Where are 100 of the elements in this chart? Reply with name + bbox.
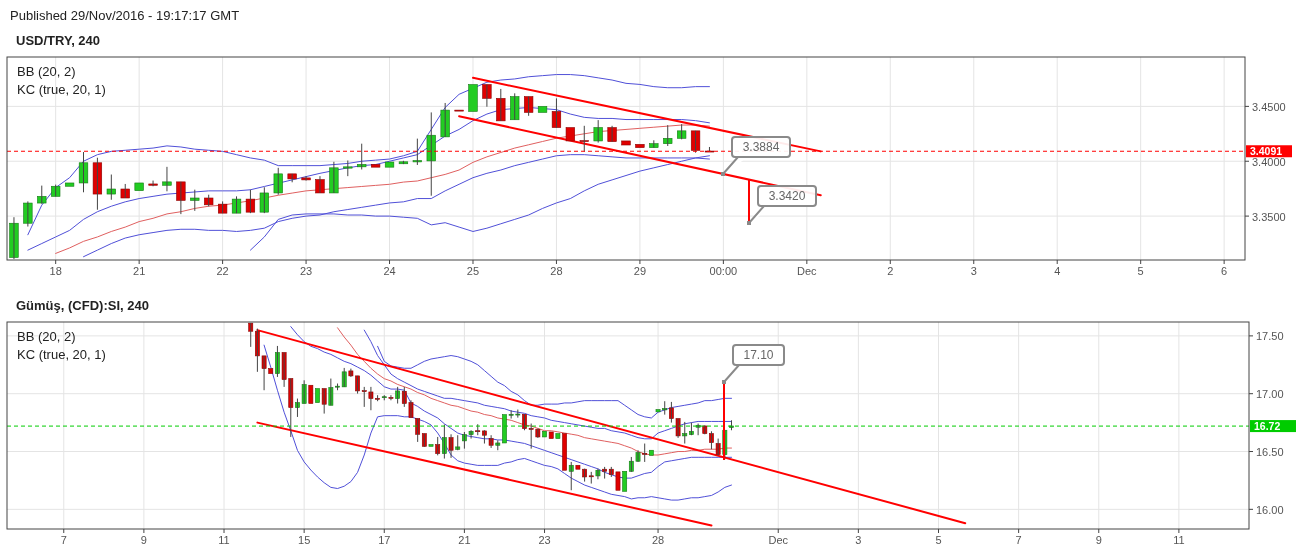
- candlestick: [148, 180, 158, 187]
- x-tick-label: 28: [651, 534, 665, 546]
- candlestick: [565, 127, 575, 142]
- candlestick: [381, 394, 387, 401]
- candlestick: [23, 200, 33, 228]
- line-series: [337, 327, 732, 456]
- candlestick: [568, 461, 574, 491]
- candlestick: [454, 109, 464, 112]
- line-series: [83, 154, 710, 258]
- candlestick: [649, 449, 654, 456]
- candlestick: [663, 124, 673, 147]
- ref-line-label: 16.72: [1254, 420, 1281, 433]
- x-tick-label: 23: [538, 534, 551, 546]
- x-tick-label: 21: [133, 265, 146, 277]
- line-series: [290, 326, 732, 479]
- candlestick: [621, 140, 631, 146]
- chart-subtitle: Published 29/Nov/2016 - 19:17:17 GMT: [10, 8, 240, 23]
- x-tick-label: 9: [1095, 534, 1102, 546]
- candlestick: [496, 88, 506, 122]
- annotation: 3.3884: [742, 140, 780, 154]
- candlestick: [682, 421, 688, 445]
- candlestick: [37, 185, 47, 205]
- candlestick: [562, 433, 567, 471]
- line-series: [55, 124, 710, 254]
- x-tick-label: 7: [60, 534, 67, 546]
- candlestick: [602, 466, 607, 480]
- candlestick: [482, 429, 487, 445]
- annotation: BB (20, 2): [17, 64, 76, 79]
- candlestick: [120, 183, 130, 199]
- candlestick: [398, 160, 409, 165]
- candlestick: [468, 84, 478, 112]
- candlestick: [308, 384, 314, 404]
- x-tick-label: 5: [935, 534, 942, 546]
- candlestick: [204, 194, 214, 207]
- candlestick: [92, 157, 103, 211]
- candlestick: [428, 444, 434, 447]
- candlestick: [395, 386, 400, 405]
- y-tick-label: 17.50: [1256, 330, 1284, 343]
- x-tick-label: 23: [299, 265, 313, 277]
- candlestick: [371, 164, 381, 168]
- candlestick: [421, 433, 427, 448]
- candlestick: [218, 200, 228, 214]
- candlestick: [510, 92, 520, 121]
- x-tick-label: 29: [633, 265, 647, 277]
- x-tick-label: 21: [458, 534, 471, 546]
- candlestick: [162, 166, 172, 192]
- candlestick: [426, 111, 436, 197]
- x-tick-label: 11: [218, 534, 230, 546]
- candlestick: [440, 102, 450, 138]
- line-series: [263, 344, 732, 501]
- candlestick: [593, 119, 603, 144]
- y-tick-label: 3.3500: [1252, 210, 1286, 223]
- x-tick-label: 15: [298, 534, 311, 546]
- candlestick: [482, 84, 492, 108]
- candlestick: [488, 434, 494, 449]
- candlestick: [388, 394, 394, 401]
- candlestick: [321, 388, 327, 415]
- candlestick: [315, 388, 320, 403]
- candlestick: [412, 138, 422, 166]
- candlestick: [384, 161, 395, 168]
- candlestick: [315, 175, 325, 194]
- candlestick: [134, 182, 144, 191]
- candlestick: [622, 470, 628, 492]
- candlestick: [231, 195, 242, 214]
- candlestick: [635, 144, 645, 148]
- candlestick: [357, 143, 367, 170]
- candlestick: [551, 97, 562, 129]
- x-tick-label: 7: [1015, 534, 1022, 546]
- x-tick-label: 25: [466, 265, 480, 277]
- x-tick-label: 3: [855, 534, 862, 546]
- x-tick-label: 3: [970, 265, 977, 277]
- x-tick-label: 22: [216, 265, 229, 277]
- candlestick: [548, 431, 554, 439]
- y-tick-label: 16.50: [1256, 446, 1284, 459]
- candlestick: [259, 186, 269, 214]
- candlestick: [588, 471, 594, 485]
- line-series: [363, 329, 732, 440]
- x-tick-label: 24: [383, 265, 396, 277]
- candlestick: [301, 175, 311, 182]
- candlestick: [690, 130, 701, 154]
- x-tick-label: 28: [550, 265, 563, 277]
- ref-line-label: 3.4091: [1250, 145, 1283, 158]
- candlestick: [329, 161, 339, 194]
- candlestick: [190, 189, 200, 212]
- x-tick-label: 17: [378, 534, 391, 546]
- x-tick-label: 4: [1054, 265, 1061, 277]
- candlestick: [524, 96, 534, 117]
- x-tick-label: 11: [1173, 534, 1185, 546]
- x-tick-label: Dec: [768, 534, 789, 546]
- annotation: KC (true, 20, 1): [17, 82, 106, 97]
- x-tick-label: 2: [887, 265, 894, 277]
- candlestick: [273, 167, 283, 196]
- candlestick: [455, 434, 461, 451]
- candlestick: [51, 184, 61, 197]
- y-tick-label: 3.4000: [1252, 155, 1286, 168]
- candlestick: [579, 125, 589, 153]
- candlestick: [677, 123, 687, 140]
- x-tick-label: 6: [1221, 265, 1228, 277]
- x-tick-label: Dec: [797, 265, 818, 277]
- candlestick: [642, 443, 648, 463]
